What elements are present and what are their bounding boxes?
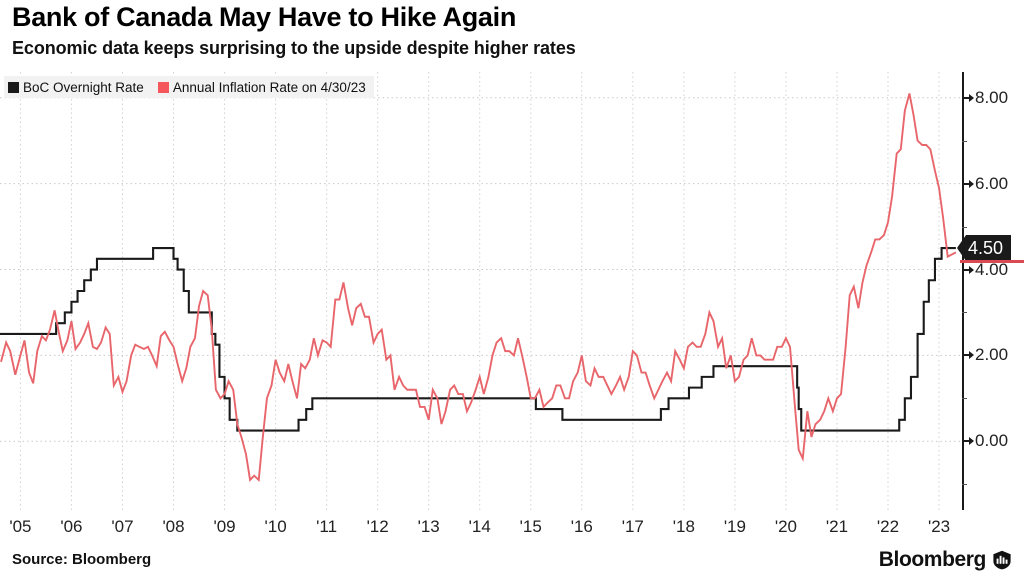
y-tick-minor — [962, 140, 967, 142]
y-tick-arrow-icon — [969, 265, 974, 274]
legend-item-0: BoC Overnight Rate — [8, 80, 144, 95]
y-tick-major — [962, 182, 970, 185]
current-value-badge: 4.50 — [957, 234, 1012, 262]
chart-legend: BoC Overnight Rate Annual Inflation Rate … — [4, 76, 374, 98]
page-subtitle: Economic data keeps surprising to the up… — [12, 38, 576, 58]
y-axis-label: 6.00 — [975, 173, 1009, 193]
x-axis-label: '16 — [570, 517, 593, 536]
x-axis-label: '08 — [162, 517, 185, 536]
series-line-0 — [0, 247, 956, 432]
y-tick-minor — [962, 484, 967, 486]
y-tick-major — [962, 268, 970, 271]
chart-plot-area — [0, 72, 962, 510]
legend-label-0: BoC Overnight Rate — [23, 79, 144, 95]
x-axis-label: '14 — [468, 517, 491, 536]
x-axis-label: '21 — [825, 517, 849, 536]
square-swatch — [157, 81, 169, 93]
y-tick-major — [962, 354, 970, 357]
y-tick-minor — [962, 398, 967, 400]
x-axis-label: '18 — [672, 517, 695, 536]
x-axis-label: '19 — [723, 517, 746, 536]
x-axis-label: '09 — [213, 517, 236, 536]
x-axis-label: '07 — [111, 517, 134, 536]
x-axis-label: '05 — [9, 517, 32, 536]
y-axis-label: 8.00 — [975, 87, 1009, 107]
x-axis-label: '15 — [519, 517, 542, 536]
y-axis-label: 2.00 — [975, 345, 1009, 365]
brand-logo: Bloomberg — [879, 548, 1012, 572]
y-tick-major — [962, 440, 970, 443]
y-tick-minor — [962, 312, 967, 314]
x-axis-label: '11 — [316, 517, 338, 536]
y-tick-arrow-icon — [969, 179, 974, 188]
y-axis-label: 4.00 — [975, 259, 1009, 279]
x-axis-label: '13 — [417, 517, 440, 536]
x-axis-label: '23 — [927, 517, 951, 536]
y-axis-label: 0.00 — [975, 431, 1009, 451]
source-note: Source: Bloomberg — [12, 551, 152, 568]
y-axis-line — [962, 72, 964, 510]
y-tick-minor — [962, 226, 967, 228]
bloomberg-terminal-icon — [993, 550, 1011, 570]
chart-svg — [0, 72, 962, 510]
legend-item-1: Annual Inflation Rate on 4/30/23 — [157, 79, 366, 95]
badge-pointer-icon — [957, 235, 966, 262]
x-axis-label: '22 — [876, 517, 900, 536]
page-title: Bank of Canada May Have to Hike Again — [12, 2, 517, 32]
y-tick-arrow-icon — [969, 437, 974, 446]
y-tick-arrow-icon — [969, 351, 974, 360]
series-line-1 — [0, 93, 957, 482]
brand-name: Bloomberg — [878, 548, 987, 571]
x-axis-label: '20 — [774, 517, 797, 536]
y-tick-arrow-icon — [969, 93, 974, 102]
current-value-label: 4.50 — [966, 234, 1012, 262]
x-axis-label: '06 — [60, 517, 83, 536]
legend-label-1: Annual Inflation Rate on 4/30/23 — [172, 79, 366, 95]
x-axis-label: '12 — [366, 517, 389, 536]
square-swatch — [8, 81, 19, 93]
y-tick-major — [962, 96, 970, 99]
gridlines — [0, 72, 962, 510]
x-axis-label: '10 — [264, 517, 287, 536]
current-value-underline — [960, 260, 1024, 264]
x-axis-label: '17 — [621, 517, 644, 536]
